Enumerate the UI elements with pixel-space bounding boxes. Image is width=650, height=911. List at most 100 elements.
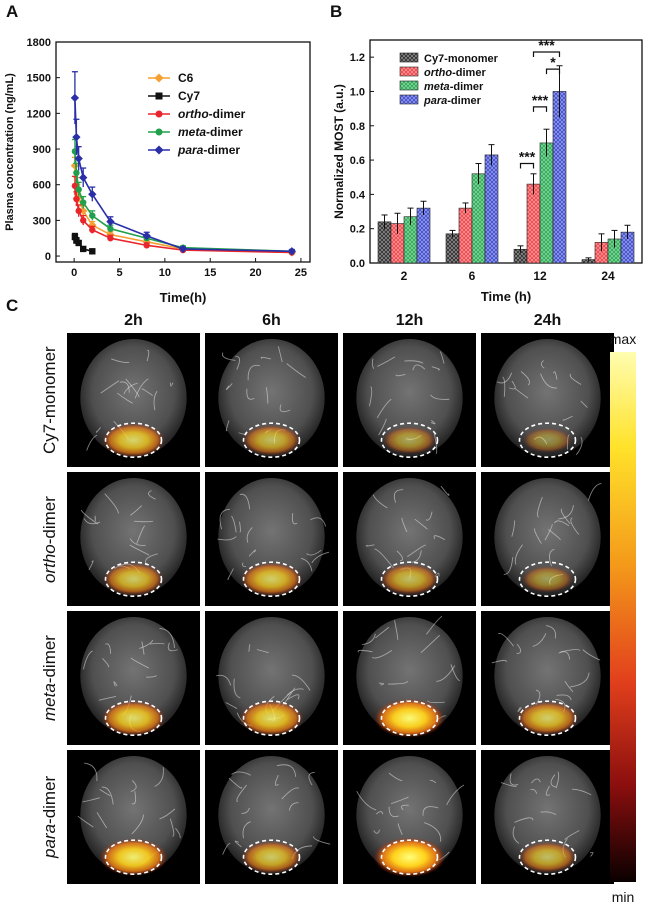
vessel-texture <box>388 680 409 685</box>
vessel-texture <box>98 696 116 701</box>
vessel-texture <box>291 674 311 691</box>
vessel-texture <box>502 376 506 397</box>
image-cell <box>205 750 338 884</box>
signal-hotspot <box>373 837 446 878</box>
x-tick-label: 10 <box>159 267 171 279</box>
vessel-texture <box>401 517 408 533</box>
legend-label: ortho-dimer <box>178 107 246 121</box>
vessel-texture <box>145 553 158 564</box>
vessel-texture <box>291 513 298 525</box>
vessel-texture <box>222 843 231 855</box>
data-point <box>143 242 150 249</box>
row-label: Cy7-monomer <box>40 346 59 454</box>
legend-swatch <box>399 80 419 91</box>
data-point <box>80 199 87 206</box>
vessel-texture <box>424 822 442 842</box>
significance-bracket <box>532 51 561 58</box>
data-point <box>89 248 96 255</box>
vessel-texture <box>110 358 130 363</box>
vessel-texture <box>129 544 150 556</box>
vessel-texture <box>274 774 279 786</box>
data-point <box>287 247 297 256</box>
vessel-texture <box>377 356 396 367</box>
significance-label: * <box>550 54 556 70</box>
vessel-texture <box>119 381 130 393</box>
vessel-texture <box>537 497 543 518</box>
tissue-section <box>218 339 325 457</box>
data-point <box>89 212 96 219</box>
signal-hotspot <box>374 698 445 738</box>
data-point <box>142 231 151 240</box>
vessel-texture <box>277 346 283 363</box>
vessel-texture <box>514 388 529 399</box>
y-tick-label: 0.2 <box>350 224 365 236</box>
vessel-texture <box>422 806 439 816</box>
vessel-texture <box>231 771 251 776</box>
vessel-texture <box>545 785 551 796</box>
vessel-texture <box>555 771 560 789</box>
y-axis-label: Normalized MOST (a.u.) <box>332 84 346 219</box>
legend-marker <box>155 128 163 136</box>
vessel-texture <box>221 352 236 361</box>
y-tick-label: 1.0 <box>350 86 365 98</box>
roi-ellipse <box>380 700 439 737</box>
vessel-texture <box>236 784 247 803</box>
vessel-texture <box>426 700 445 704</box>
vessel-texture <box>446 784 465 806</box>
significance-bracket <box>545 68 561 75</box>
vessel-texture <box>562 415 573 421</box>
signal-hotspot <box>380 563 439 595</box>
vessel-texture <box>153 390 158 411</box>
colorbar <box>610 352 636 882</box>
legend-label: para-dimer <box>177 143 240 157</box>
vessel-texture <box>357 649 373 653</box>
vessel-texture <box>96 812 108 829</box>
image-cell <box>343 333 476 467</box>
vessel-texture <box>159 628 175 648</box>
data-point <box>107 235 114 242</box>
data-point <box>80 245 87 253</box>
y-tick-label: 600 <box>33 180 51 192</box>
vessel-texture <box>412 364 426 371</box>
significance-label: *** <box>519 149 536 165</box>
vessel-texture <box>544 523 553 541</box>
vessel-texture <box>509 773 519 786</box>
vessel-texture <box>407 544 427 558</box>
vessel-texture <box>356 790 377 811</box>
vessel-texture <box>301 557 313 572</box>
legend-marker <box>155 92 163 100</box>
image-cell <box>205 472 338 606</box>
vessel-texture <box>82 797 101 803</box>
image-cell <box>205 611 338 745</box>
vessel-texture <box>439 351 445 364</box>
vessel-texture <box>113 681 118 687</box>
significance-label: *** <box>532 92 549 108</box>
data-point <box>107 225 114 232</box>
data-point <box>73 169 80 177</box>
series-para-dimer <box>70 71 297 256</box>
vessel-texture <box>534 528 542 544</box>
vessel-texture <box>426 615 443 635</box>
vessel-texture <box>216 674 232 686</box>
data-point <box>79 173 88 182</box>
vessel-texture <box>570 517 580 535</box>
vessel-texture <box>123 382 138 395</box>
legend-marker <box>154 73 164 83</box>
data-point <box>75 186 82 193</box>
significance-bracket <box>519 162 535 169</box>
roi-ellipse <box>518 422 577 459</box>
vessel-texture <box>569 672 590 688</box>
vessel-texture <box>362 633 376 646</box>
vessel-texture <box>86 434 98 451</box>
vessel-texture <box>368 386 373 407</box>
vessel-texture <box>154 767 164 787</box>
vessel-texture <box>393 489 404 503</box>
vessel-texture <box>587 482 602 501</box>
vessel-texture <box>564 680 574 693</box>
vessel-texture <box>159 808 176 820</box>
vessel-texture <box>530 788 538 794</box>
vessel-texture <box>509 380 516 390</box>
image-cell <box>481 750 614 884</box>
tissue-section <box>494 617 601 735</box>
